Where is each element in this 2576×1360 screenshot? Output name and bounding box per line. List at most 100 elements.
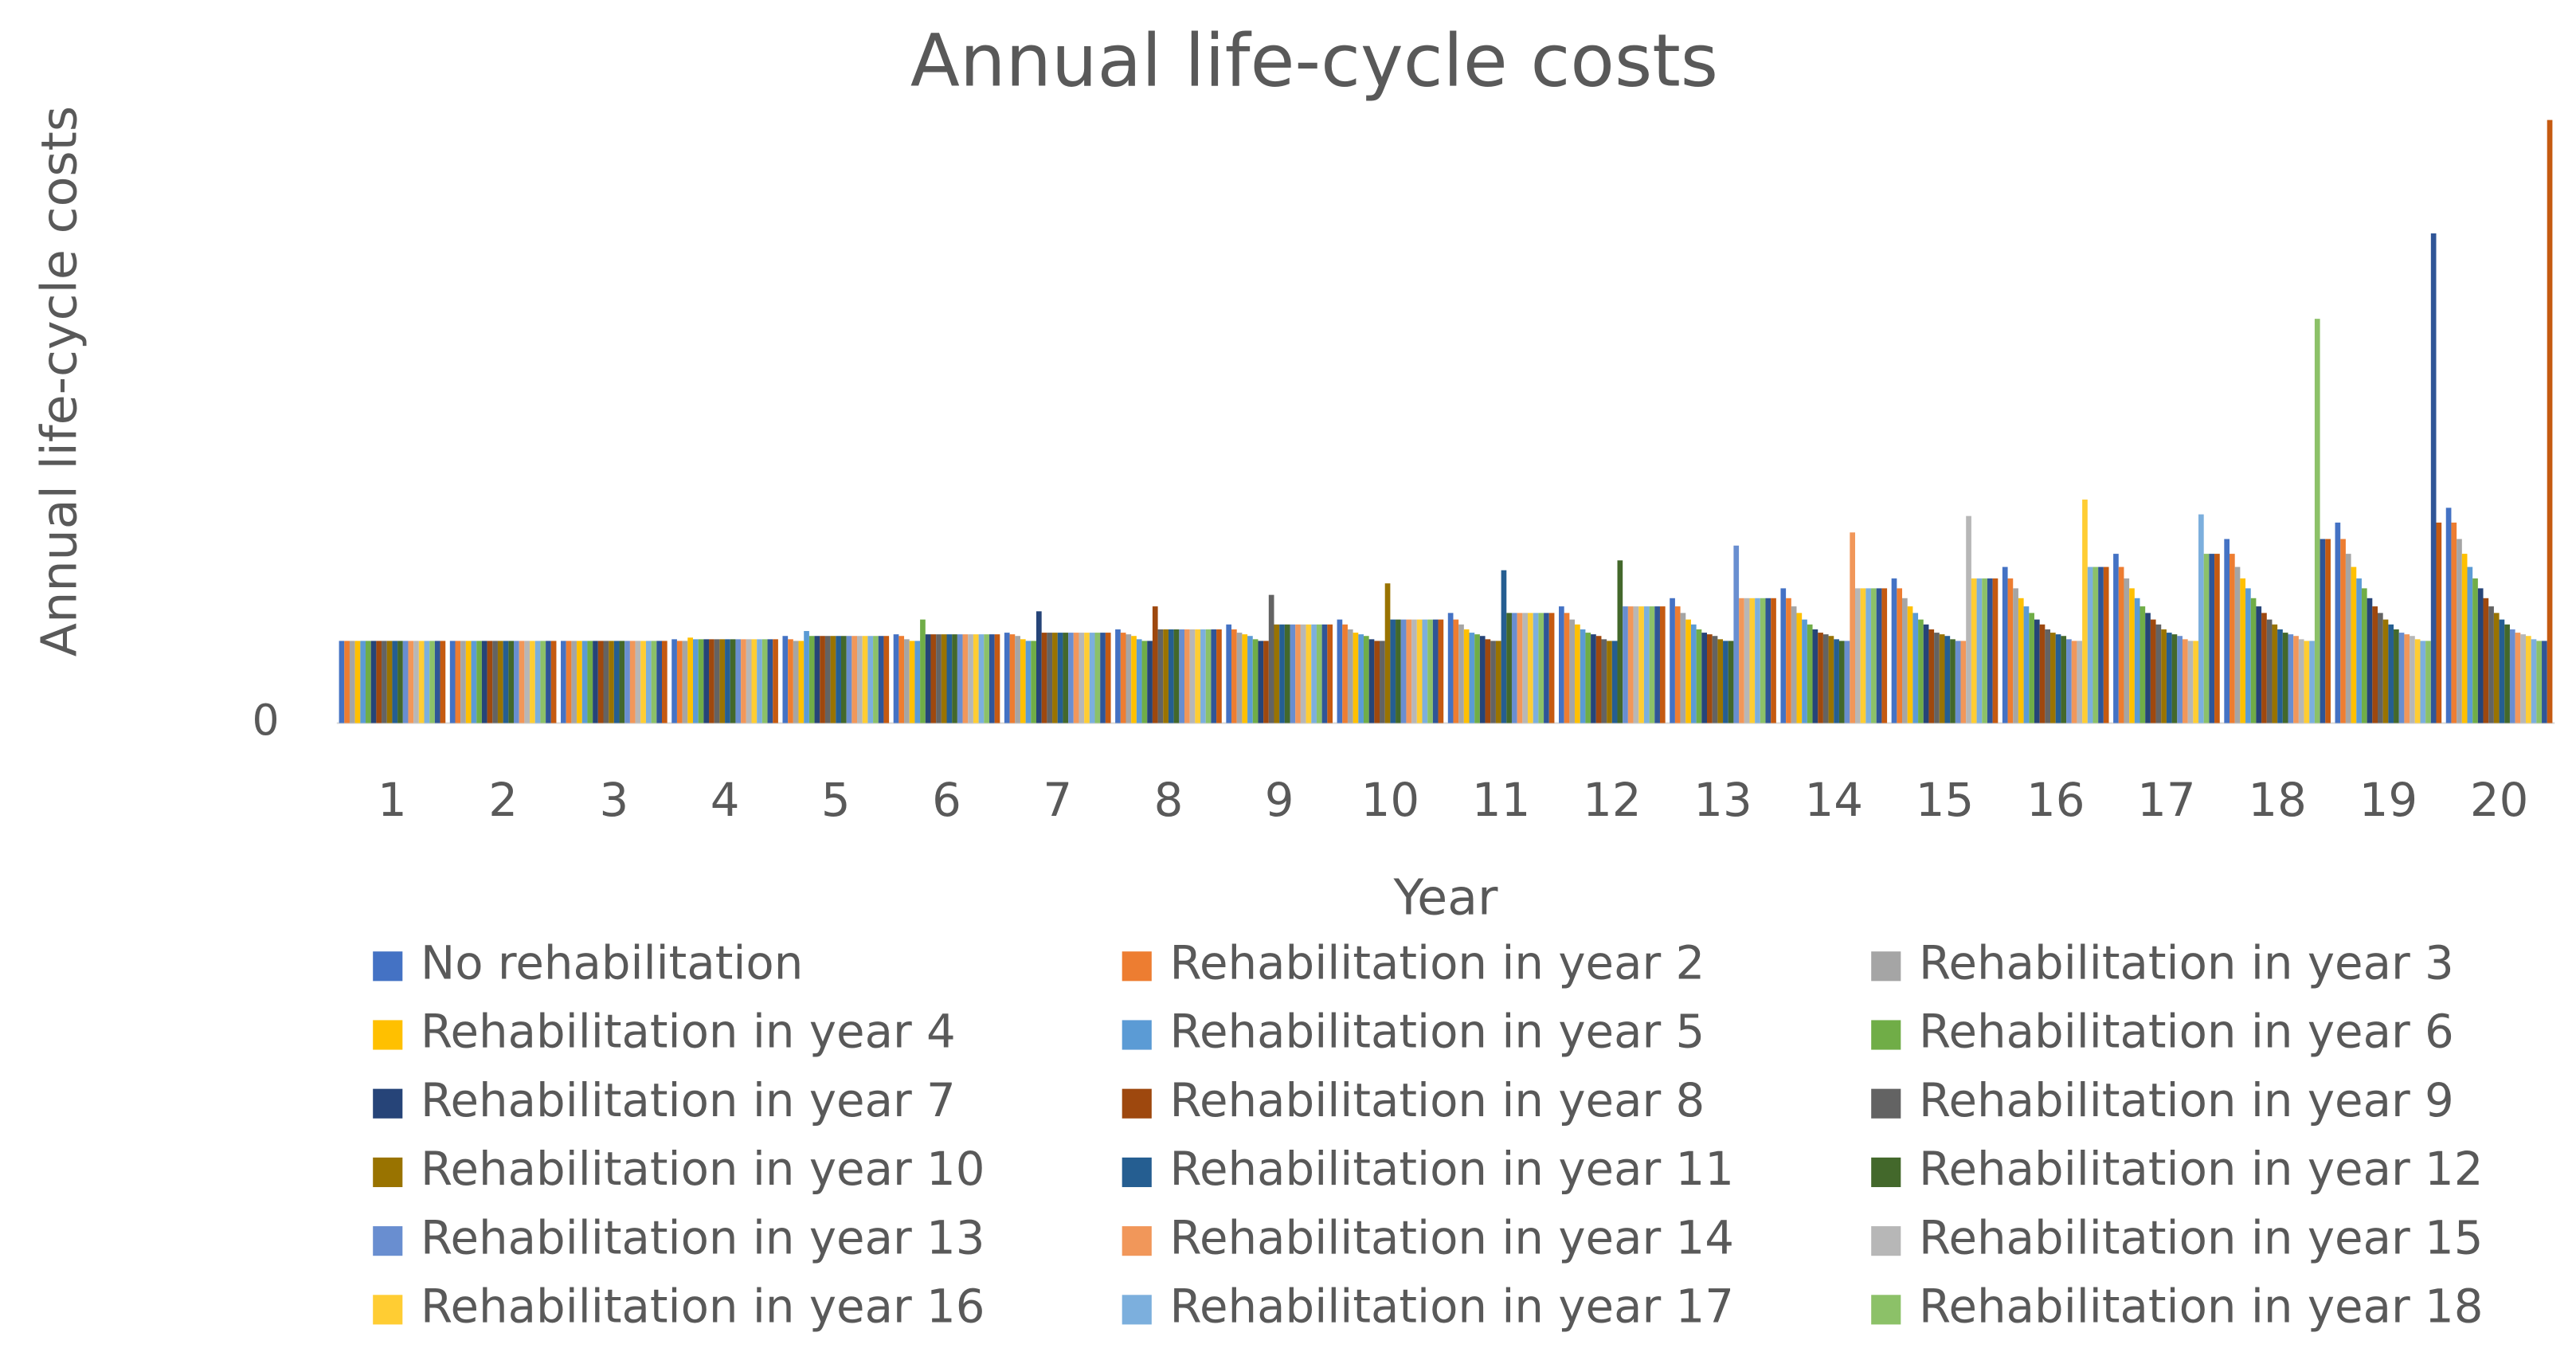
bar xyxy=(1506,613,1512,723)
bar xyxy=(2161,629,2167,723)
x-tick-label: 1 xyxy=(378,773,407,827)
bar xyxy=(1047,633,1053,723)
bar xyxy=(2082,500,2088,723)
bar xyxy=(2451,522,2457,723)
bar xyxy=(2034,619,2040,723)
legend-label: Rehabilitation in year 6 xyxy=(1919,1005,2454,1059)
bar xyxy=(878,636,884,723)
bar xyxy=(1247,636,1253,723)
legend-swatch xyxy=(1871,951,1901,982)
bar xyxy=(1712,636,1718,723)
bar xyxy=(1511,613,1517,723)
bar xyxy=(735,639,742,723)
bar xyxy=(2045,629,2051,723)
bar xyxy=(2198,514,2204,723)
bar xyxy=(1115,629,1121,723)
legend-label: Rehabilitation in year 13 xyxy=(421,1210,985,1264)
bar xyxy=(730,639,736,723)
bar xyxy=(1015,636,1020,723)
bar xyxy=(1400,619,1407,723)
bar xyxy=(788,639,793,723)
bar xyxy=(1469,633,1475,723)
bar xyxy=(1739,598,1744,723)
bar xyxy=(1934,633,1940,723)
bar xyxy=(808,636,815,723)
legend-swatch xyxy=(373,1226,403,1256)
legend-label: Rehabilitation in year 3 xyxy=(1919,935,2454,990)
bar xyxy=(1674,606,1681,723)
x-tick-label: 3 xyxy=(599,773,628,827)
bar xyxy=(761,639,768,723)
bar xyxy=(1528,613,1533,723)
bar xyxy=(1374,641,1380,723)
bar xyxy=(836,636,841,723)
bar xyxy=(1559,606,1564,723)
bar xyxy=(2187,641,2194,723)
bar xyxy=(962,634,969,723)
bar xyxy=(846,636,852,723)
bar xyxy=(1363,636,1369,723)
legend-label: Rehabilitation in year 14 xyxy=(1170,1210,1735,1264)
bar xyxy=(2150,619,2156,723)
bar xyxy=(2367,598,2373,723)
bar xyxy=(1812,629,1818,723)
bar xyxy=(2414,639,2421,723)
bar xyxy=(354,641,361,723)
bar xyxy=(1226,624,1232,723)
bar xyxy=(1928,629,1935,723)
bar xyxy=(862,636,868,723)
bar xyxy=(1987,578,1993,723)
bar xyxy=(687,637,693,723)
bar xyxy=(2388,624,2394,723)
legend-swatch xyxy=(1871,1295,1901,1325)
bar xyxy=(1284,624,1290,723)
bar xyxy=(2029,613,2034,723)
bar xyxy=(487,641,493,723)
bar xyxy=(952,634,957,723)
bar xyxy=(2509,629,2515,723)
bar xyxy=(1168,629,1174,723)
bar xyxy=(597,641,604,723)
bar xyxy=(1822,634,1829,723)
x-tick-label: 6 xyxy=(932,773,961,827)
bar xyxy=(1876,588,1882,723)
legend-swatch xyxy=(1122,1088,1152,1119)
bar xyxy=(1607,641,1612,723)
bar xyxy=(546,641,551,723)
bar xyxy=(1290,624,1296,723)
bar xyxy=(2234,566,2241,723)
bar xyxy=(857,636,863,723)
bar xyxy=(873,636,879,723)
bar xyxy=(946,634,953,723)
bar xyxy=(540,641,546,723)
bar xyxy=(1384,583,1391,723)
bar xyxy=(1611,641,1618,723)
bar xyxy=(883,636,890,723)
bar xyxy=(1522,613,1529,723)
bar xyxy=(820,636,825,723)
bar xyxy=(2118,566,2124,723)
bar xyxy=(1268,594,1274,723)
x-tick-label: 10 xyxy=(1361,773,1420,827)
bar xyxy=(773,639,778,723)
bar xyxy=(2420,641,2426,723)
bar xyxy=(2536,641,2543,723)
bar xyxy=(1089,633,1095,723)
bar xyxy=(1396,619,1401,723)
bar xyxy=(476,641,482,723)
bar xyxy=(1717,639,1724,723)
bar xyxy=(1041,633,1047,723)
bar xyxy=(344,641,350,723)
bar xyxy=(973,634,979,723)
bar xyxy=(1321,624,1328,723)
legend-label: Rehabilitation in year 2 xyxy=(1170,935,1705,990)
bar xyxy=(920,619,926,723)
bar xyxy=(550,641,557,723)
bar xyxy=(1517,613,1523,723)
bar xyxy=(1728,641,1734,723)
legend-swatch xyxy=(1871,1020,1901,1050)
bar xyxy=(1733,545,1740,723)
bar xyxy=(1538,613,1544,723)
bar xyxy=(2256,606,2262,723)
